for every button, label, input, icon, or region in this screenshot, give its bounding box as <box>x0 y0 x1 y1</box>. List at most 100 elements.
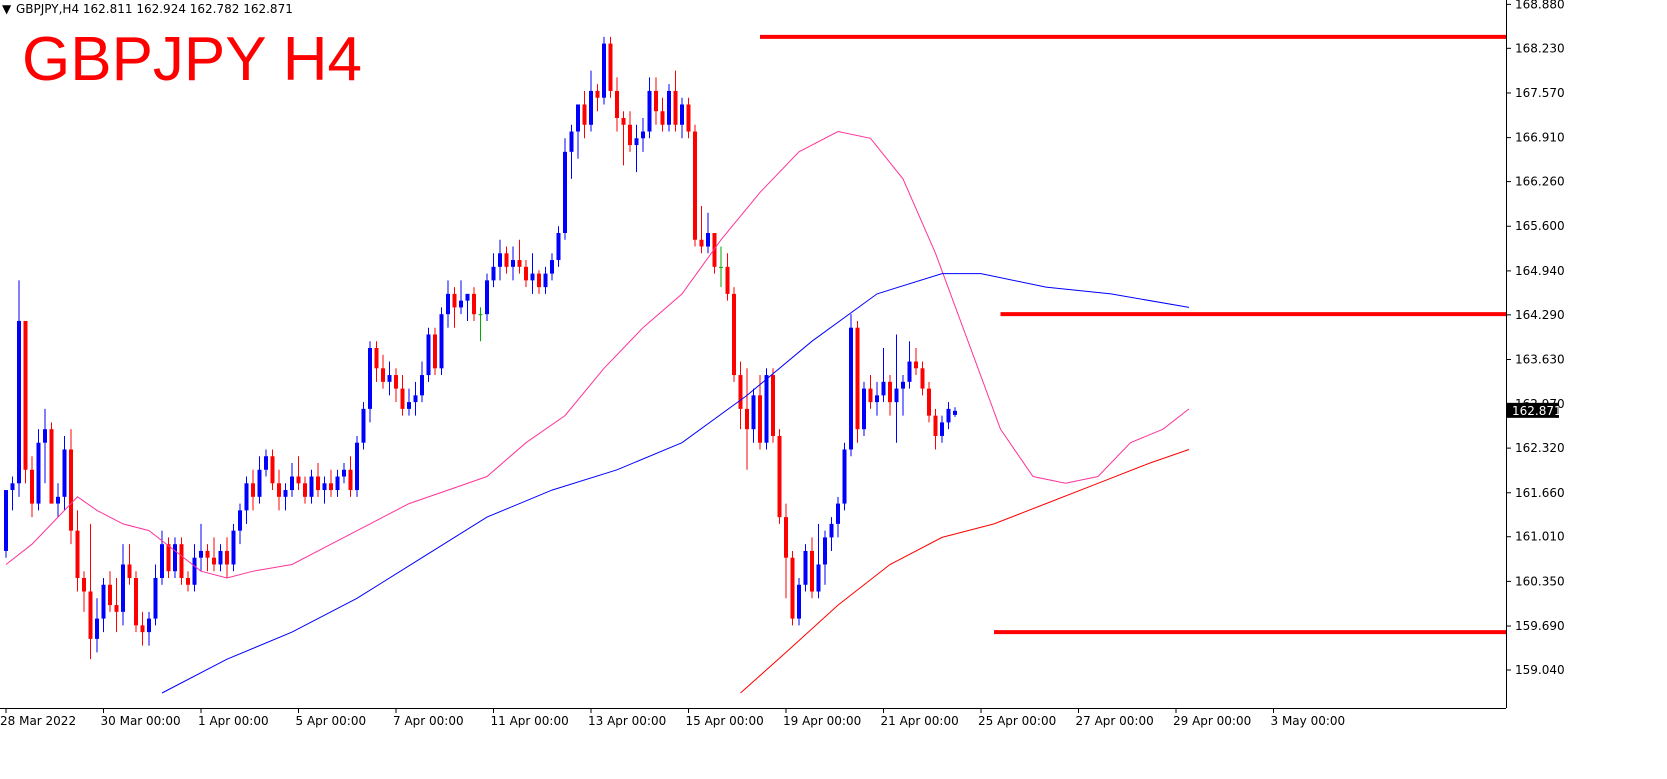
candle <box>400 375 405 416</box>
candle-body <box>342 469 346 477</box>
candle-body <box>348 469 353 491</box>
candle <box>810 537 814 599</box>
candle-body <box>75 530 80 578</box>
candle-body <box>296 476 301 484</box>
price-tick-label: 159.690 <box>1515 619 1565 633</box>
candle-body <box>114 605 119 612</box>
candle <box>576 104 580 159</box>
time-axis: 28 Mar 2022 30 Mar 00:00 1 Apr 00:00 5 Apr … <box>0 708 1506 728</box>
candle-body <box>894 388 899 403</box>
candle <box>654 77 658 125</box>
price-tick-label: 163.630 <box>1515 353 1565 367</box>
candle-body <box>940 422 944 436</box>
candle-body <box>751 395 756 430</box>
candle <box>836 496 840 538</box>
candle <box>498 239 502 281</box>
candle <box>257 456 262 504</box>
candle <box>803 544 808 592</box>
candle-body <box>121 564 125 612</box>
candle <box>517 239 522 274</box>
candle-body <box>322 483 327 491</box>
candle <box>738 361 743 430</box>
moving-average-line <box>161 273 1190 694</box>
candle <box>673 70 678 132</box>
candle-body <box>426 334 431 376</box>
candle <box>173 537 177 578</box>
candle <box>504 246 509 274</box>
candle <box>166 537 171 578</box>
candle-body <box>212 557 216 565</box>
candle-body <box>387 375 392 382</box>
candle <box>225 537 229 578</box>
candle <box>108 571 112 612</box>
candle <box>628 111 632 152</box>
candle-body <box>407 402 411 409</box>
candle <box>855 320 860 443</box>
candle <box>95 598 99 653</box>
candle <box>927 381 931 423</box>
candle-body <box>556 233 561 261</box>
candle <box>875 381 879 416</box>
candle-body <box>680 104 684 125</box>
chart-dropdown-icon[interactable]: ▼ <box>2 2 12 16</box>
candle-body <box>829 523 834 538</box>
candle <box>316 463 320 497</box>
candle <box>660 97 665 132</box>
price-tick-label: 164.290 <box>1515 308 1565 322</box>
candle-body <box>628 124 632 146</box>
moving-average-line <box>740 449 1190 694</box>
candle-body <box>946 408 951 423</box>
candle <box>433 327 437 376</box>
candle-body <box>153 578 158 619</box>
candle-body <box>693 131 697 240</box>
overlay: ▼ GBPJPY,H4 162.811 162.924 162.782 162.… <box>2 2 362 94</box>
candle-body <box>277 483 281 497</box>
candle <box>153 564 158 626</box>
candle <box>36 429 41 511</box>
candle-body <box>218 550 223 565</box>
candle <box>491 253 496 288</box>
candle <box>550 253 554 281</box>
candle-body <box>524 266 528 281</box>
candle <box>667 84 671 132</box>
candle <box>361 402 366 450</box>
candle <box>758 375 762 450</box>
candle-body <box>244 483 249 511</box>
candle <box>790 550 795 626</box>
candle <box>777 429 782 524</box>
current-price-box <box>1507 402 1559 418</box>
candle <box>459 280 463 315</box>
candle <box>283 483 288 511</box>
candle-body <box>498 253 502 267</box>
candle-body <box>920 368 925 389</box>
candle-body <box>816 564 821 592</box>
candle <box>17 280 21 497</box>
candle-body <box>101 584 106 619</box>
candle-body <box>355 442 359 491</box>
candle <box>101 578 106 633</box>
candle <box>816 523 821 599</box>
candle <box>374 341 379 382</box>
candle-body <box>602 43 606 98</box>
candle <box>303 476 307 504</box>
candle-body <box>543 273 548 288</box>
time-tick-label: 5 Apr 00:00 <box>296 714 367 728</box>
candle-body <box>23 320 28 470</box>
candle-body <box>511 260 515 267</box>
candle-body <box>225 550 229 565</box>
candle <box>647 77 652 139</box>
candle-body <box>30 469 34 504</box>
candle-body <box>374 348 379 369</box>
candle <box>771 368 775 443</box>
candle <box>472 287 476 321</box>
candle <box>381 354 385 389</box>
candle-body <box>303 483 307 497</box>
candle-body <box>641 131 645 139</box>
candle <box>368 341 372 423</box>
candle-body <box>472 293 476 315</box>
candle-body <box>361 408 366 443</box>
symbol-info-text: GBPJPY,H4 162.811 162.924 162.782 162.87… <box>16 2 293 16</box>
candle-body <box>485 280 489 315</box>
candle-body <box>517 260 522 267</box>
candle <box>712 233 717 274</box>
